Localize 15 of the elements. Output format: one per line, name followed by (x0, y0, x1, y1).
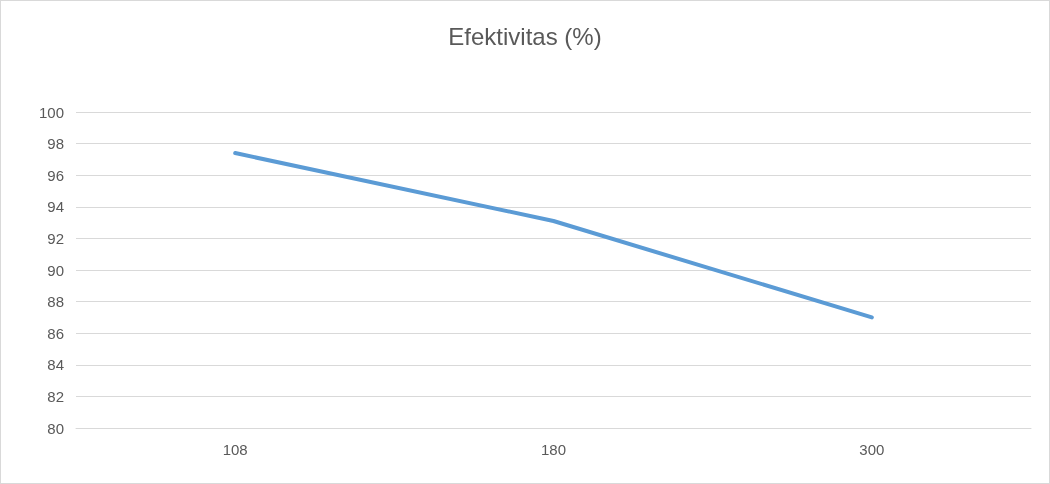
y-tick-label: 92 (47, 229, 64, 247)
y-tick-label: 98 (47, 135, 64, 153)
y-tick-label: 84 (47, 356, 64, 374)
y-tick-label: 88 (47, 293, 64, 311)
x-tick-label: 180 (540, 441, 567, 458)
y-tick-label: 96 (47, 166, 64, 184)
x-tick-label: 108 (222, 441, 248, 458)
y-tick-label: 94 (47, 198, 64, 216)
y-tick-label: 90 (47, 261, 64, 279)
y-tick-label: 80 (47, 419, 64, 437)
y-tick-label: 82 (47, 387, 64, 405)
x-tick-label: 300 (859, 441, 885, 458)
y-tick-label: 100 (38, 103, 64, 121)
y-tick-label: 86 (47, 324, 64, 342)
chart-title: Efektivitas (%) (448, 22, 602, 50)
